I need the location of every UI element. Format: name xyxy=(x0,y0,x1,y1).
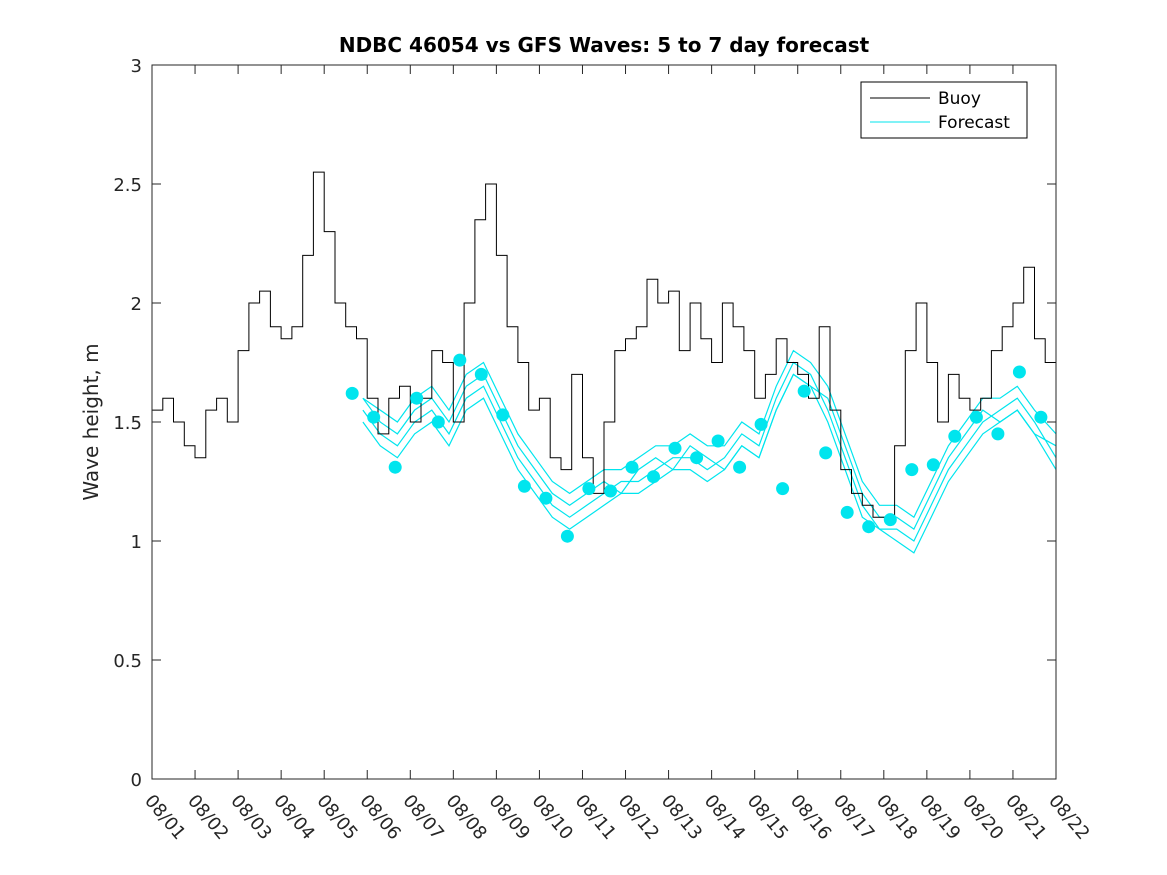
forecast-point xyxy=(1012,365,1026,379)
forecast-point xyxy=(690,451,704,465)
marker-layer xyxy=(345,353,1048,543)
forecast-point xyxy=(453,353,467,367)
forecast-point xyxy=(819,446,833,460)
forecast-line-3 xyxy=(362,373,1057,554)
legend-buoy-label: Buoy xyxy=(938,89,981,109)
forecast-point xyxy=(388,460,402,474)
forecast-point xyxy=(840,505,854,519)
forecast-point xyxy=(604,484,617,498)
forecast-point xyxy=(431,415,445,429)
legend-box xyxy=(860,81,1028,139)
forecast-point xyxy=(625,460,639,474)
forecast-point xyxy=(668,441,682,455)
forecast-point xyxy=(905,463,919,477)
forecast-point xyxy=(969,410,983,424)
y-axis-label: Wave height, m xyxy=(79,343,103,500)
forecast-point xyxy=(797,384,811,398)
chart-title: NDBC 46054 vs GFS Waves: 5 to 7 day fore… xyxy=(339,33,870,57)
forecast-point xyxy=(926,458,940,472)
forecast-point xyxy=(862,520,876,534)
forecast-point xyxy=(367,410,381,424)
forecast-point xyxy=(474,367,488,381)
forecast-point xyxy=(582,482,596,496)
y-tick-label: 0.5 xyxy=(113,651,142,672)
forecast-point xyxy=(991,427,1005,441)
y-tick-label: 0 xyxy=(131,770,142,791)
forecast-point xyxy=(517,479,531,493)
forecast-point xyxy=(496,408,510,422)
forecast-point xyxy=(410,391,424,405)
forecast-point xyxy=(883,513,897,527)
legend: Buoy Forecast xyxy=(860,81,1028,139)
forecast-point xyxy=(948,429,962,443)
y-tick-label: 1 xyxy=(131,532,142,553)
legend-forecast-label: Forecast xyxy=(938,113,1010,133)
forecast-line-2 xyxy=(362,361,1057,542)
forecast-point xyxy=(560,529,574,543)
forecast-point xyxy=(539,491,553,505)
y-tick-label: 2 xyxy=(131,294,142,315)
forecast-point xyxy=(647,470,660,484)
forecast-point xyxy=(733,460,747,474)
forecast-point xyxy=(345,386,359,400)
forecast-point xyxy=(1034,410,1048,424)
forecast-point xyxy=(711,434,725,448)
forecast-point xyxy=(776,482,790,496)
y-tick-label: 3 xyxy=(131,56,142,77)
y-tick-label: 1.5 xyxy=(113,413,142,434)
forecast-point xyxy=(754,417,768,431)
y-tick-label: 2.5 xyxy=(113,175,142,196)
buoy-line xyxy=(152,171,1057,518)
